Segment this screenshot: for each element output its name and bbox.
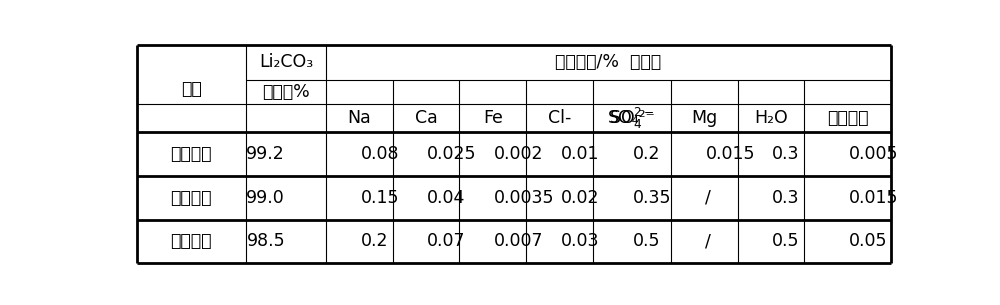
Text: 0.2: 0.2 (361, 232, 388, 250)
Text: Fe: Fe (483, 109, 503, 127)
Text: 0.05: 0.05 (849, 232, 887, 250)
Text: Cl-: Cl- (548, 109, 571, 127)
Text: 不小于%: 不小于% (262, 83, 310, 101)
Text: 0.15: 0.15 (361, 189, 399, 207)
Text: 通用二级: 通用二级 (171, 232, 212, 250)
Text: 0.04: 0.04 (427, 189, 466, 207)
Text: 0.07: 0.07 (427, 232, 466, 250)
Text: 98.5: 98.5 (246, 232, 285, 250)
Text: 0.015: 0.015 (705, 145, 755, 163)
Text: Li₂CO₃: Li₂CO₃ (259, 53, 313, 71)
Text: 项目: 项目 (181, 80, 202, 98)
Text: /: / (705, 189, 711, 207)
Text: 0.3: 0.3 (772, 189, 799, 207)
Text: /: / (705, 232, 711, 250)
Text: 0.007: 0.007 (494, 232, 543, 250)
Text: 0.01: 0.01 (560, 145, 599, 163)
Text: 0.5: 0.5 (772, 232, 799, 250)
Text: 0.3: 0.3 (772, 145, 799, 163)
Text: 0.03: 0.03 (560, 232, 599, 250)
Text: 通用一级: 通用一级 (171, 189, 212, 207)
Text: Ca: Ca (415, 109, 438, 127)
Text: 99.0: 99.0 (246, 189, 285, 207)
Text: Na: Na (348, 109, 371, 127)
Text: 0.0035: 0.0035 (494, 189, 554, 207)
Text: 0.025: 0.025 (427, 145, 477, 163)
Text: 0.002: 0.002 (494, 145, 543, 163)
Text: 0.02: 0.02 (560, 189, 599, 207)
Text: SO₄²⁻: SO₄²⁻ (608, 109, 656, 127)
Text: 0.2: 0.2 (633, 145, 660, 163)
Text: 99.2: 99.2 (246, 145, 285, 163)
Text: 0.5: 0.5 (633, 232, 660, 250)
Text: 杂质含量/%  不大于: 杂质含量/% 不大于 (555, 53, 662, 71)
Text: 酸不溶物: 酸不溶物 (827, 109, 868, 127)
Text: 通用特级: 通用特级 (171, 145, 212, 163)
Text: 0.08: 0.08 (361, 145, 399, 163)
Text: 0.015: 0.015 (849, 189, 898, 207)
Text: 0.005: 0.005 (849, 145, 898, 163)
Text: 0.35: 0.35 (633, 189, 671, 207)
Text: H₂O: H₂O (754, 109, 788, 127)
Text: SO$_4^{2-}$: SO$_4^{2-}$ (609, 106, 655, 131)
Text: Mg: Mg (691, 109, 717, 127)
